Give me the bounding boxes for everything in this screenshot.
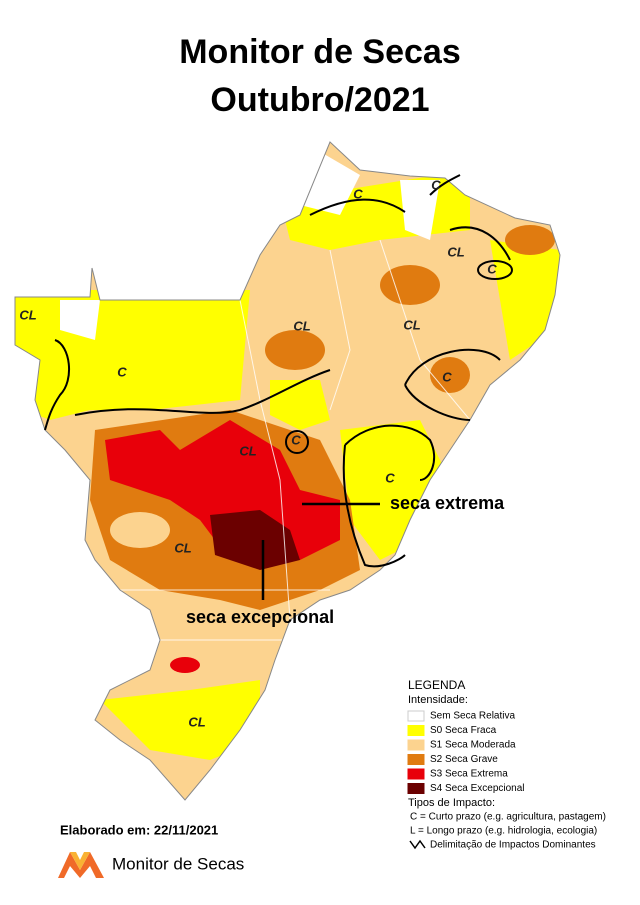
legend-label: S4 Seca Excepcional: [430, 783, 525, 794]
legend-swatch: [407, 710, 425, 722]
legend-label: Sem Seca Relativa: [430, 711, 515, 722]
annotation: seca excepcional: [186, 607, 334, 627]
credit: Elaborado em: 22/11/2021: [60, 822, 218, 837]
map-label: CL: [447, 244, 464, 259]
map-label: C: [487, 261, 497, 276]
logo: Monitor de Secas: [58, 852, 244, 878]
map-label: CL: [19, 307, 36, 322]
legend: LEGENDA Intensidade: Tipos de Impacto: S…: [407, 678, 606, 851]
map-label: CL: [188, 714, 205, 729]
map-label: C: [291, 432, 301, 447]
map-label: C: [442, 369, 452, 384]
legend-label: S3 Seca Extrema: [430, 769, 508, 780]
legend-label: Delimitação de Impactos Dominantes: [430, 840, 596, 851]
legend-heading: LEGENDA: [408, 678, 465, 692]
map-labels: C C CL C CL CL CL C C CL C C CL CL: [19, 177, 497, 729]
legend-subheading: Intensidade:: [408, 694, 468, 706]
legend-label: L = Longo prazo (e.g. hidrologia, ecolog…: [410, 826, 597, 837]
legend-label: S0 Seca Fraca: [430, 725, 497, 736]
map-label: CL: [239, 443, 256, 458]
title: Outubro/2021: [210, 81, 429, 119]
title: Monitor de Secas: [179, 33, 461, 71]
map-label: C: [431, 177, 441, 192]
legend-label: S1 Seca Moderada: [430, 740, 516, 751]
legend-subheading: Tipos de Impacto:: [408, 797, 495, 809]
legend-label: C = Curto prazo (e.g. agricultura, pasta…: [410, 812, 606, 823]
map-label: C: [353, 186, 363, 201]
legend-swatch: [407, 768, 425, 780]
map-label: CL: [174, 540, 191, 555]
legend-label: S2 Seca Grave: [430, 754, 498, 765]
legend-swatch: [407, 754, 425, 765]
map-label: CL: [403, 317, 420, 332]
logo-text: Monitor de Secas: [112, 854, 244, 873]
legend-swatch: [407, 783, 425, 794]
annotation: seca extrema: [390, 493, 505, 513]
legend-line: [409, 839, 426, 850]
map-label: CL: [293, 318, 310, 333]
legend-swatch: [407, 739, 425, 751]
impact-lines: [44, 174, 513, 568]
map-label: C: [117, 364, 127, 379]
legend-swatch: [407, 725, 425, 736]
map-label: C: [385, 470, 395, 485]
